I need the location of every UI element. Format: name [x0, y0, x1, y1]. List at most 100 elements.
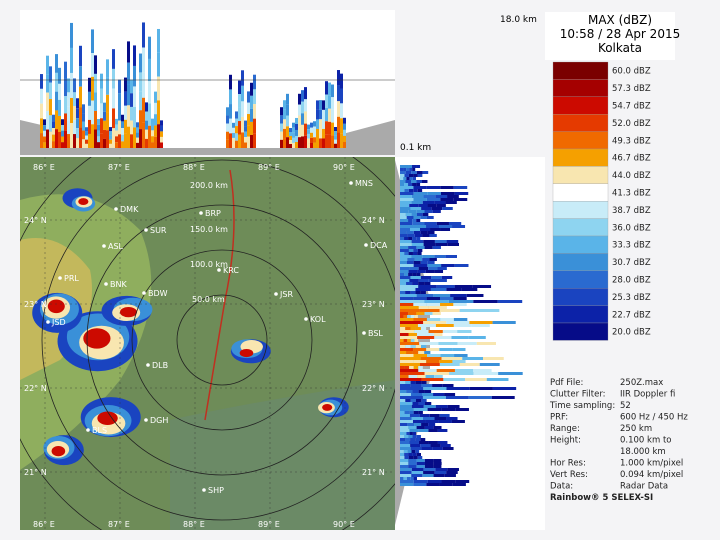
echo	[400, 459, 409, 462]
echo	[428, 279, 438, 282]
echo	[400, 477, 404, 480]
station-dot	[349, 181, 353, 185]
echo	[139, 129, 142, 148]
echo	[103, 111, 106, 121]
ring-label: 50.0 km	[192, 295, 225, 304]
echo	[408, 435, 413, 438]
echo	[423, 195, 436, 198]
echo	[400, 213, 406, 216]
echo	[250, 121, 253, 135]
echo	[400, 189, 405, 192]
echo	[253, 118, 256, 134]
echo	[400, 228, 411, 231]
echo	[437, 267, 447, 270]
echo	[133, 106, 136, 128]
echo	[436, 204, 446, 207]
echo	[440, 228, 451, 231]
echo	[232, 122, 235, 128]
legend: 60.0 dBZ 57.3 dBZ 54.7 dBZ 52.0 dBZ 49.3 dBZ…	[552, 61, 651, 341]
echo	[428, 441, 438, 444]
echo	[426, 186, 441, 189]
echo	[427, 261, 435, 264]
echo	[423, 405, 436, 408]
station-label: JSD	[51, 318, 66, 327]
top-echoes	[40, 22, 346, 148]
echo	[46, 111, 49, 130]
echo	[410, 228, 421, 231]
echo	[429, 258, 437, 261]
echo	[433, 426, 442, 429]
echo	[412, 402, 419, 405]
echo	[439, 348, 453, 351]
echo	[250, 82, 253, 96]
echo	[400, 210, 409, 213]
echo	[416, 180, 422, 183]
echo	[457, 342, 477, 345]
echo	[400, 222, 413, 225]
legend-swatch	[552, 61, 609, 80]
echo	[343, 141, 346, 148]
echo	[400, 267, 410, 270]
echo	[409, 432, 413, 435]
echo	[409, 414, 420, 417]
echo	[422, 396, 446, 399]
echo	[238, 80, 241, 95]
echo	[301, 113, 304, 125]
echo	[82, 130, 85, 140]
echo	[313, 121, 316, 127]
echo	[400, 180, 406, 183]
echo	[418, 390, 425, 393]
echo	[468, 396, 492, 399]
echo	[452, 225, 466, 228]
echo	[82, 121, 85, 131]
echo	[423, 240, 435, 243]
echo	[241, 70, 244, 86]
station-dot	[114, 207, 118, 211]
echo	[417, 456, 423, 459]
echo	[422, 213, 429, 216]
info-key: Time sampling:	[549, 401, 615, 411]
echo	[410, 345, 416, 348]
echo	[145, 120, 148, 130]
echo	[434, 417, 447, 420]
echo	[422, 258, 430, 261]
lon-label: 90° E	[333, 163, 355, 172]
echo	[422, 393, 434, 396]
echo	[100, 133, 103, 148]
echo	[40, 103, 43, 119]
echo	[425, 420, 439, 423]
echo	[409, 441, 419, 444]
echo	[412, 420, 426, 423]
echo	[400, 168, 404, 171]
echo	[325, 107, 328, 122]
echo	[411, 213, 418, 216]
echo	[292, 132, 295, 138]
echo	[410, 438, 416, 441]
lat-label: 21° N	[24, 468, 47, 477]
lon-label: 87° E	[108, 163, 130, 172]
echo	[406, 177, 410, 180]
echo	[55, 54, 58, 73]
echo	[400, 462, 409, 465]
echo	[447, 468, 459, 471]
echo	[328, 95, 331, 109]
legend-label: 54.7 dBZ	[612, 102, 651, 112]
echo	[433, 294, 451, 297]
echo	[76, 138, 79, 148]
station-label: PRL	[64, 274, 79, 283]
echo	[419, 414, 430, 417]
echo	[400, 198, 414, 201]
echo	[440, 444, 451, 447]
echo	[400, 378, 422, 381]
echo	[427, 480, 442, 483]
echo	[46, 55, 49, 75]
echo	[43, 136, 46, 143]
echo	[154, 102, 157, 115]
station-label: ASL	[108, 242, 124, 251]
echo	[400, 435, 405, 438]
echo	[400, 171, 406, 174]
echo	[429, 414, 440, 417]
echo	[145, 102, 148, 112]
echo	[400, 279, 410, 282]
echo	[426, 483, 440, 486]
